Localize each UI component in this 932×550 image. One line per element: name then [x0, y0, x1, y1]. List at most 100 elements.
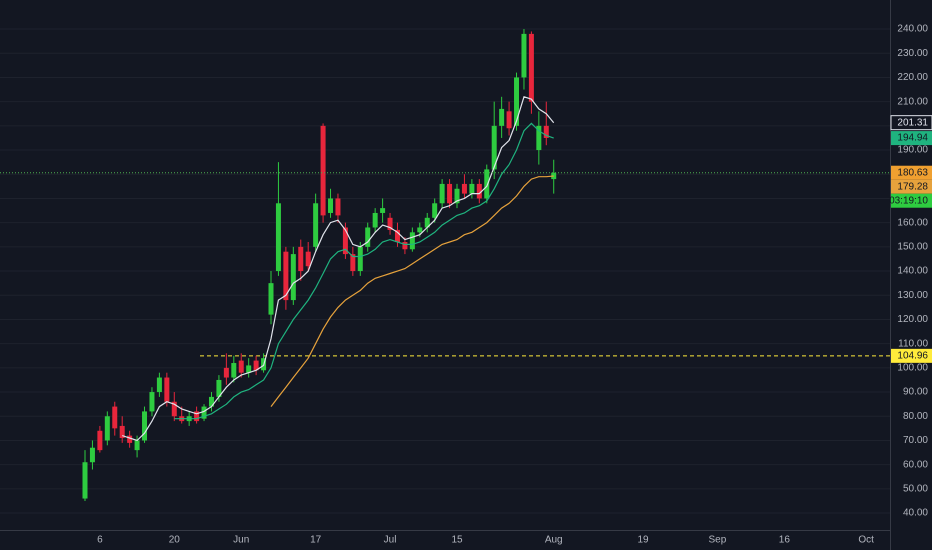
candle-body — [290, 254, 296, 301]
candle-body — [320, 125, 326, 216]
candle-body — [246, 365, 252, 373]
y-tick-label: 140.00 — [897, 266, 928, 277]
ma-line — [270, 175, 554, 407]
candle-body — [454, 188, 460, 204]
candle-body — [387, 217, 393, 230]
y-tick-label: 70.00 — [903, 435, 928, 446]
candle-body — [447, 183, 453, 204]
candle-body — [142, 411, 148, 441]
candle-body — [357, 246, 363, 272]
candle-body — [536, 125, 542, 151]
candle-body — [409, 232, 415, 250]
x-tick-label: 16 — [779, 535, 791, 546]
price-tag-label: 201.31 — [897, 117, 928, 128]
candle-body — [439, 183, 445, 204]
y-tick-label: 110.00 — [898, 338, 928, 349]
candle-body — [402, 242, 408, 250]
price-tag — [891, 348, 932, 363]
candle-body — [476, 183, 482, 199]
price-tag-label: 179.28 — [897, 181, 928, 192]
y-tick-label: 190.00 — [897, 145, 928, 156]
candle-body — [484, 169, 490, 199]
candle-body — [499, 108, 505, 126]
candle-body — [112, 406, 118, 429]
price-tag-label: 104.96 — [897, 350, 928, 361]
candle-body — [461, 183, 467, 194]
candle-body — [149, 392, 155, 412]
candle-body — [424, 217, 430, 228]
x-tick-label: 17 — [310, 535, 322, 546]
x-tick-label: Aug — [545, 535, 563, 546]
y-tick-label: 210.00 — [897, 96, 928, 107]
candle-body — [194, 411, 200, 422]
candle-body — [298, 246, 304, 272]
candle-body — [313, 203, 319, 247]
candle-body — [380, 208, 386, 213]
candle-body — [119, 425, 125, 439]
y-tick-label: 90.00 — [903, 387, 928, 398]
y-tick-label: 50.00 — [903, 483, 928, 494]
candle-body — [335, 198, 341, 216]
candle-body — [231, 363, 237, 378]
y-tick-label: 240.00 — [897, 24, 928, 35]
candle-body — [134, 440, 140, 451]
candle-body — [417, 227, 423, 233]
candle-body — [543, 125, 549, 138]
y-tick-label: 80.00 — [903, 411, 928, 422]
candle-body — [283, 251, 289, 301]
candle-body — [164, 377, 170, 402]
candle-body — [342, 227, 348, 255]
y-tick-label: 130.00 — [897, 290, 928, 301]
candle-body — [506, 111, 512, 129]
candle-body — [82, 462, 88, 499]
candle-body — [521, 33, 527, 78]
candle-body — [514, 77, 520, 126]
x-tick-label: 20 — [169, 535, 181, 546]
x-tick-label: Oct — [858, 535, 874, 546]
candle-body — [253, 360, 259, 371]
candle-body — [275, 203, 281, 272]
price-tag — [891, 179, 932, 194]
candle-body — [328, 198, 334, 213]
x-tick-label: Sep — [709, 535, 727, 546]
price-tag — [891, 131, 932, 146]
x-tick-label: 6 — [97, 535, 103, 546]
candle-body — [551, 172, 557, 180]
candle-body — [104, 416, 110, 441]
candle-body — [268, 283, 274, 315]
price-tag — [891, 193, 932, 208]
y-tick-label: 40.00 — [903, 508, 928, 519]
x-tick-label: 19 — [637, 535, 649, 546]
x-tick-label: 15 — [451, 535, 463, 546]
candle-body — [127, 435, 133, 443]
x-tick-label: Jun — [233, 535, 249, 546]
candle-body — [208, 396, 214, 407]
candle-body — [469, 183, 475, 194]
price-tag-label: 180.63 — [897, 167, 928, 178]
candle-body — [305, 251, 311, 267]
candle-body — [238, 360, 244, 373]
y-tick-label: 220.00 — [897, 72, 928, 83]
y-tick-label: 160.00 — [897, 217, 928, 228]
y-tick-label: 150.00 — [897, 241, 928, 252]
price-tag — [891, 165, 932, 180]
candle-body — [372, 212, 378, 228]
price-tag-label: 03:19:10 — [889, 195, 928, 206]
candle-body — [394, 229, 400, 243]
x-tick-label: Jul — [384, 535, 397, 546]
candle-body — [491, 125, 497, 170]
y-tick-label: 230.00 — [897, 48, 928, 59]
price-tag — [890, 115, 932, 131]
candle-body — [171, 401, 177, 417]
y-tick-label: 120.00 — [897, 314, 928, 325]
candle-body — [350, 254, 356, 272]
candle-body — [365, 227, 371, 247]
candle-body — [216, 379, 222, 397]
candle-body — [201, 406, 207, 419]
price-tag-label: 194.94 — [897, 133, 928, 144]
ma-line — [122, 96, 555, 442]
ma-line — [174, 122, 554, 420]
